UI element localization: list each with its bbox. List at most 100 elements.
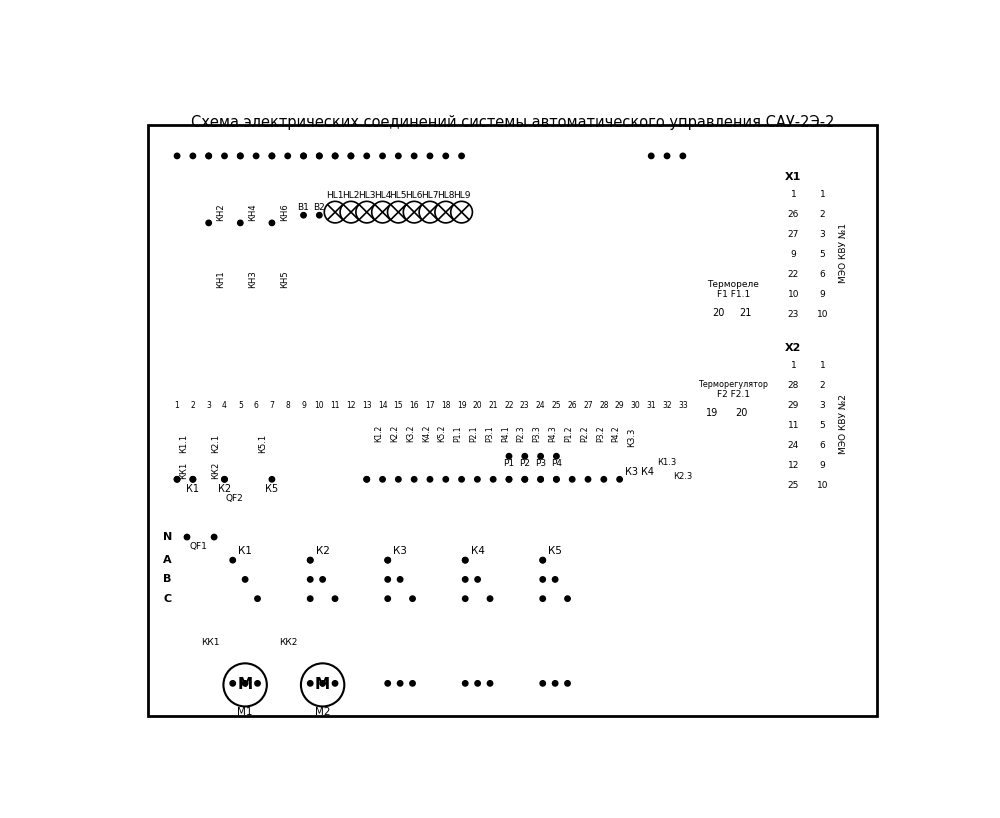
Bar: [551, 626, 559, 641]
Text: 10: 10: [788, 290, 799, 299]
Text: 3: 3: [206, 401, 211, 410]
Text: МЭО КВУ №2: МЭО КВУ №2: [839, 394, 848, 454]
Circle shape: [475, 477, 480, 482]
Circle shape: [540, 596, 545, 601]
Bar: [811, 435, 834, 456]
Text: M: M: [315, 677, 330, 692]
Circle shape: [255, 596, 260, 601]
Bar: [226, 626, 264, 660]
Bar: [780, 475, 807, 496]
Bar: [461, 656, 469, 672]
Text: 16: 16: [409, 401, 419, 410]
Circle shape: [487, 681, 493, 686]
Text: Терморегулятор: Терморегулятор: [698, 380, 768, 389]
Bar: [564, 394, 580, 416]
Text: 12: 12: [346, 401, 356, 410]
Bar: [811, 304, 834, 325]
Bar: [551, 641, 559, 656]
Bar: [409, 656, 416, 672]
Circle shape: [463, 596, 468, 601]
Circle shape: [269, 153, 275, 159]
Bar: [780, 285, 807, 304]
Circle shape: [308, 681, 313, 686]
Text: HL2: HL2: [342, 191, 360, 200]
Circle shape: [230, 557, 235, 563]
Text: 29: 29: [788, 401, 799, 410]
Circle shape: [397, 681, 403, 686]
Bar: [780, 395, 807, 416]
Text: M1: M1: [237, 707, 253, 717]
Text: К1: К1: [186, 484, 199, 494]
Text: 13: 13: [362, 401, 372, 410]
Text: 27: 27: [788, 230, 799, 239]
Circle shape: [565, 681, 570, 686]
Bar: [811, 355, 834, 496]
Text: 33: 33: [678, 401, 688, 410]
Text: К1.3: К1.3: [657, 458, 677, 467]
Circle shape: [522, 453, 528, 459]
Text: Р2.1: Р2.1: [469, 425, 478, 442]
Bar: [296, 394, 311, 416]
Text: 1: 1: [175, 401, 179, 410]
Text: 26: 26: [567, 401, 577, 410]
Bar: [409, 626, 416, 641]
Text: МЭО КВУ №1: МЭО КВУ №1: [839, 223, 848, 283]
Text: M2: M2: [315, 707, 330, 717]
Circle shape: [419, 201, 441, 222]
Text: 18: 18: [441, 401, 451, 410]
Circle shape: [522, 477, 528, 482]
Bar: [811, 375, 834, 395]
Bar: [248, 394, 264, 416]
Bar: [396, 656, 404, 672]
Bar: [461, 641, 469, 656]
Text: 9: 9: [820, 290, 825, 299]
Bar: [811, 184, 834, 204]
Bar: [780, 435, 807, 456]
Text: 12: 12: [788, 461, 799, 470]
Circle shape: [569, 477, 575, 482]
Text: 2: 2: [191, 401, 195, 410]
Text: 5: 5: [238, 401, 243, 410]
Circle shape: [459, 153, 464, 159]
Circle shape: [540, 577, 545, 582]
Circle shape: [253, 153, 259, 159]
Text: 24: 24: [536, 401, 545, 410]
Circle shape: [175, 574, 186, 585]
Bar: [811, 184, 834, 325]
Text: 1: 1: [820, 361, 825, 370]
Circle shape: [242, 577, 248, 582]
Circle shape: [664, 153, 670, 159]
Text: К1.1: К1.1: [179, 434, 188, 452]
Text: 20: 20: [712, 308, 725, 318]
Circle shape: [451, 201, 472, 222]
Circle shape: [206, 220, 211, 226]
Bar: [549, 394, 564, 416]
Bar: [659, 394, 675, 416]
Bar: [422, 394, 438, 416]
Circle shape: [463, 681, 468, 686]
Text: 29: 29: [615, 401, 624, 410]
Bar: [406, 394, 422, 416]
Text: X2: X2: [785, 343, 802, 353]
Text: 20: 20: [473, 401, 482, 410]
Circle shape: [301, 213, 306, 218]
Text: Р3: Р3: [535, 459, 546, 468]
Circle shape: [332, 153, 338, 159]
Circle shape: [463, 577, 468, 582]
Circle shape: [320, 681, 325, 686]
Text: КН6: КН6: [280, 203, 289, 221]
Circle shape: [174, 477, 180, 482]
Circle shape: [396, 477, 401, 482]
Text: К3: К3: [625, 466, 638, 477]
Bar: [501, 394, 517, 416]
Bar: [548, 456, 565, 470]
Bar: [343, 394, 359, 416]
Text: Р4.2: Р4.2: [612, 425, 621, 442]
Bar: [232, 394, 248, 416]
Circle shape: [475, 681, 480, 686]
Text: КК1: КК1: [201, 638, 220, 647]
Bar: [474, 626, 482, 641]
Bar: [636, 464, 658, 479]
Circle shape: [211, 534, 217, 540]
Circle shape: [506, 453, 512, 459]
